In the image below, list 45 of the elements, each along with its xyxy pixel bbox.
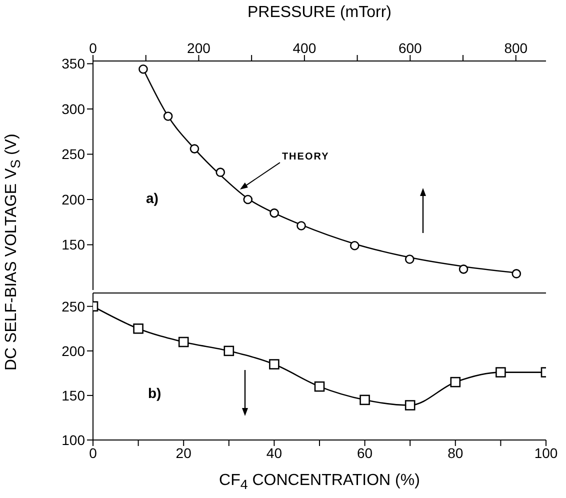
point <box>163 112 173 121</box>
point <box>450 376 461 388</box>
y-tick-label: 100 <box>62 432 86 448</box>
x-tick-label: 800 <box>504 40 528 56</box>
point <box>296 221 306 230</box>
y-tick-label: 300 <box>62 100 86 117</box>
x-tick-label: 0 <box>89 40 98 56</box>
x-tick-label: 200 <box>187 40 211 56</box>
y-tick-label: 200 <box>62 342 86 359</box>
point <box>224 346 234 356</box>
y-tick-label: 200 <box>62 191 86 208</box>
point <box>512 269 522 278</box>
x-tick-label: 20 <box>176 444 192 461</box>
point <box>216 168 226 177</box>
y-tick-label: 150 <box>62 387 86 404</box>
point <box>458 264 468 274</box>
y-tick-label: 250 <box>62 298 86 314</box>
point <box>404 254 414 264</box>
x-tick-label: 0 <box>89 444 98 461</box>
annotation: a) <box>146 190 158 206</box>
point <box>178 336 189 348</box>
x-tick-label: 80 <box>448 444 464 461</box>
y-tick-label: 150 <box>62 236 86 253</box>
point <box>270 208 279 218</box>
point <box>360 394 370 406</box>
x-axis-title: PRESSURE (mTorr) <box>246 4 392 22</box>
point <box>269 359 280 370</box>
y-tick-label: 250 <box>62 146 86 162</box>
y-tick-label: 350 <box>62 56 86 72</box>
point <box>350 241 360 250</box>
x-tick-label: 100 <box>534 444 558 461</box>
point <box>496 367 506 378</box>
x-tick-label: 600 <box>398 40 422 56</box>
x-axis-title: CF$_{4}$ CONCENTRATION (%) <box>218 472 421 492</box>
point <box>133 323 144 334</box>
x-tick-label: 400 <box>292 40 316 56</box>
point <box>243 194 253 204</box>
point <box>138 64 148 74</box>
annotation: THEORY <box>282 152 330 163</box>
x-tick-label: 40 <box>266 444 282 461</box>
annotation: b) <box>148 385 162 401</box>
point <box>190 144 200 154</box>
x-tick-label: 60 <box>357 444 373 461</box>
point <box>404 400 416 410</box>
point <box>314 381 325 392</box>
